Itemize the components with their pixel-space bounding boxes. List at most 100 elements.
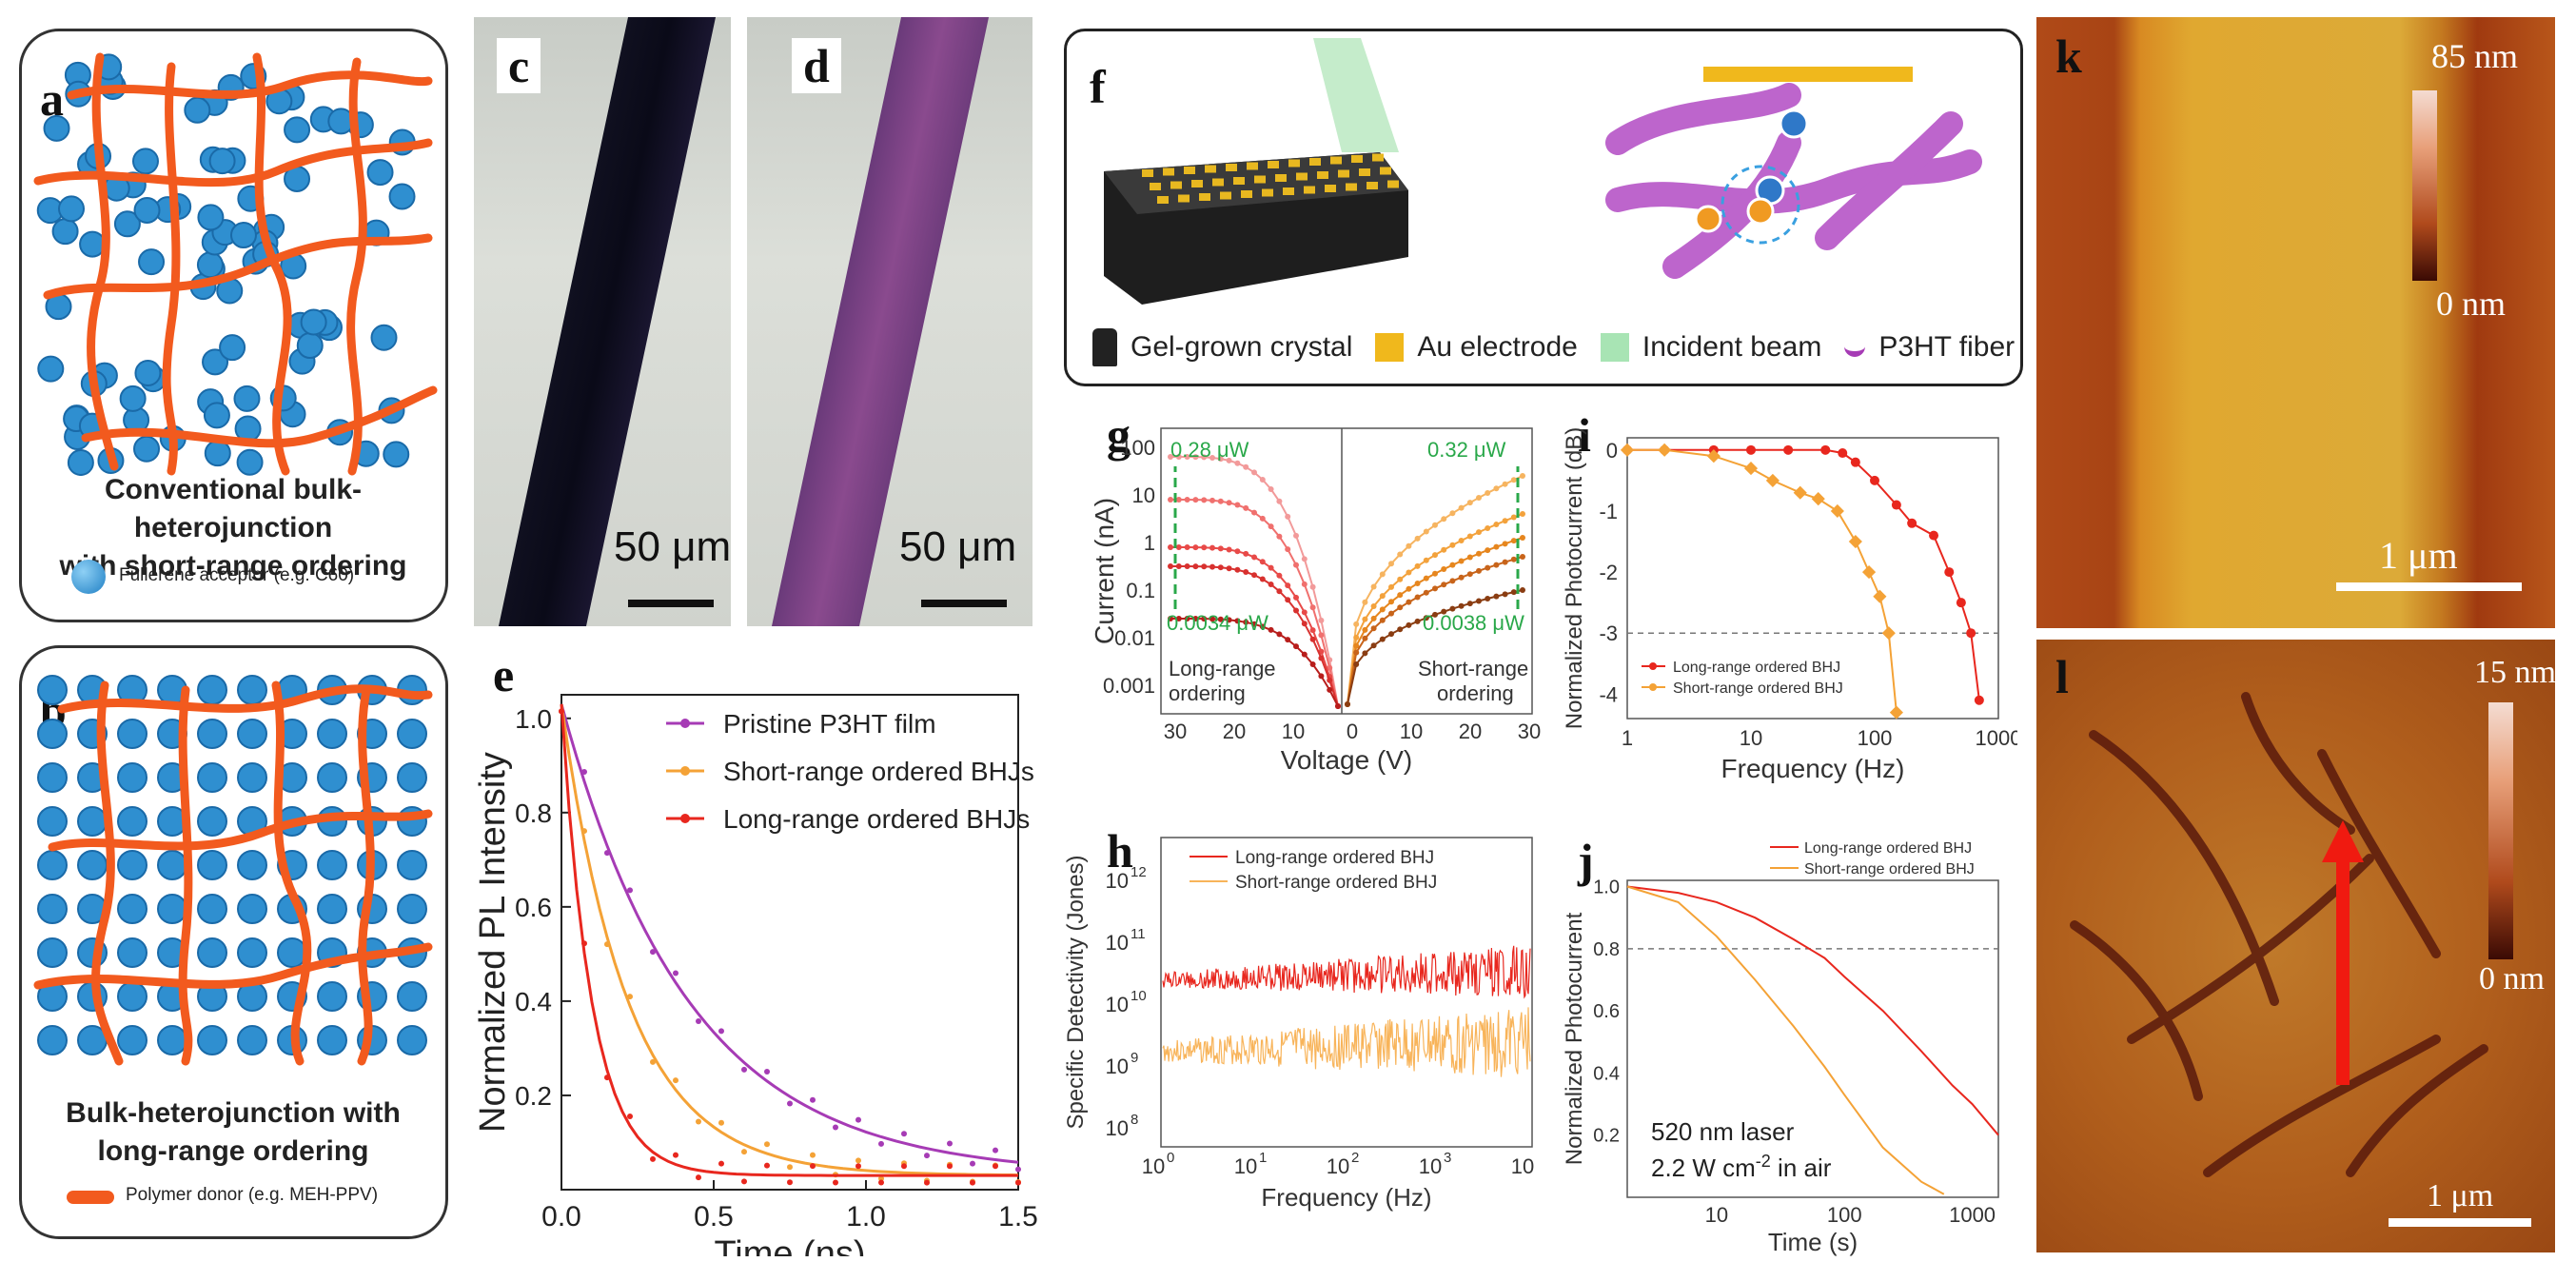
- panel-d-scale-text: 50 μm: [899, 523, 1017, 570]
- chart-e-point: [924, 1153, 930, 1159]
- chart-g-ann-long2: ordering: [1169, 681, 1246, 705]
- fullerene-ball: [317, 894, 347, 924]
- chart-e-point: [650, 1155, 656, 1162]
- chart-i-ytick-label: -4: [1599, 682, 1618, 706]
- chart-h-line-0: [1162, 945, 1531, 999]
- chart-h-xtick-exp: 0: [1167, 1150, 1174, 1166]
- chart-e-point: [1015, 1166, 1021, 1173]
- au-electrode-pad: [1205, 165, 1216, 173]
- chart-e-point: [696, 1017, 701, 1024]
- panel-g-label: g: [1107, 408, 1131, 462]
- fullerene-ball: [237, 762, 267, 793]
- chart-e-point: [810, 1096, 816, 1103]
- chart-i-xlabel: Frequency (Hz): [1721, 754, 1905, 783]
- fullerene-ball: [131, 148, 159, 175]
- fullerene-ball: [119, 385, 147, 412]
- legend-au-electrode: Au electrode: [1417, 331, 1578, 363]
- fullerene-ball: [37, 850, 68, 880]
- fullerene-ball: [77, 850, 108, 880]
- panel-l-scale-text: 1 μm: [2427, 1178, 2494, 1213]
- au-electrode-pad: [1142, 169, 1153, 177]
- panel-c-scalebar: [628, 600, 714, 607]
- chart-g-xtick-label: 30: [1518, 720, 1541, 743]
- chart-h-legend-text-0: Long-range ordered BHJ: [1235, 848, 1434, 868]
- chart-i-legend-text-1: Short-range ordered BHJ: [1673, 680, 1843, 697]
- fullerene-ball: [134, 359, 162, 386]
- chart-j-legend-text-1: Short-range ordered BHJ: [1804, 861, 1975, 877]
- chart-e-point: [718, 1028, 724, 1035]
- panel-l-scalebar: [2389, 1218, 2531, 1227]
- panel-l-bar-max: 15 nm: [2474, 655, 2556, 690]
- chart-g-ytick-label: 0.01: [1114, 626, 1155, 650]
- fullerene-ball: [51, 218, 79, 246]
- chart-g-ann-bottom-left: 0.0034 μW: [1167, 611, 1268, 635]
- au-electrode-pad: [1275, 174, 1287, 182]
- polymer-legend-text: Polymer donor (e.g. MEH-PPV): [126, 1185, 379, 1205]
- panel-a-caption: Conventional bulk-heterojunction with sh…: [29, 471, 438, 585]
- chart-i-xtick-label: 100: [1858, 726, 1893, 750]
- chart-e-xlabel: Time (ns): [714, 1234, 865, 1256]
- chart-e-point: [581, 768, 587, 775]
- chart-j-ytick-label: 1.0: [1593, 877, 1620, 898]
- chart-e-point: [718, 1160, 724, 1167]
- chart-j-line-1: [1626, 885, 1945, 1195]
- au-electrode-pad: [1325, 185, 1336, 192]
- panel-k-bar-max: 85 nm: [2431, 37, 2519, 75]
- chart-i-xtick-label: 10: [1740, 726, 1762, 750]
- chart-h-xtick-label: 10: [1234, 1154, 1257, 1178]
- fullerene-ball: [157, 850, 187, 880]
- fullerene-ball: [397, 1025, 427, 1055]
- chart-e-point: [878, 1175, 884, 1182]
- chart-i-xtick-label: 1000: [1976, 726, 2017, 750]
- chart-h-ytick-label: 10: [1106, 931, 1129, 955]
- au-electrode-pad: [1199, 193, 1210, 201]
- chart-g-ytick-label: 100: [1120, 436, 1155, 460]
- chart-e-point: [970, 1179, 975, 1186]
- chart-e-point: [787, 1100, 793, 1107]
- chart-e-point: [855, 1163, 861, 1170]
- fullerene-ball: [117, 981, 147, 1012]
- fullerene-ball: [237, 1025, 267, 1055]
- fullerene-ball: [197, 1025, 227, 1055]
- fullerene-ball: [237, 937, 267, 968]
- au-electrode-icon: [1375, 333, 1405, 362]
- chart-e-point: [833, 1124, 838, 1131]
- fullerene-ball: [397, 762, 427, 793]
- chart-e-point: [604, 850, 610, 857]
- chart-e-point: [673, 1077, 678, 1084]
- chart-i: 0 -1 -2 -3 -41 10 100 1000 Frequency (Hz) Normali…: [1562, 427, 2017, 783]
- fullerene-ball: [317, 1025, 347, 1055]
- fullerene-legend-icon: [71, 560, 106, 594]
- chart-e-point: [993, 1163, 998, 1170]
- legend-gel-crystal: Gel-grown crystal: [1131, 331, 1353, 363]
- panel-l-fibers: [2070, 692, 2488, 1177]
- panel-l-bar-min: 0 nm: [2479, 961, 2545, 996]
- au-electrode-pad: [1387, 180, 1399, 188]
- chart-j-xlabel: Time (s): [1768, 1228, 1858, 1256]
- chart-e-point: [673, 1152, 678, 1158]
- chart-g-right-line-1: [1347, 513, 1524, 705]
- chart-e-point: [604, 941, 610, 948]
- panel-h-label: h: [1107, 824, 1133, 877]
- chart-i-legend-marker-1: [1649, 683, 1657, 691]
- chart-h-xtick-label: 10: [1142, 1154, 1165, 1178]
- chart-e-point: [650, 1058, 656, 1065]
- fullerene-ball: [197, 806, 227, 837]
- chart-e-point: [650, 949, 656, 956]
- chart-j-ytick-label: 0.4: [1593, 1063, 1620, 1084]
- chart-e-point: [764, 1162, 770, 1169]
- chart-h-ytick-exp: 12: [1131, 864, 1147, 880]
- chart-e-point: [947, 1140, 953, 1147]
- au-electrode-pad: [1304, 186, 1315, 194]
- fullerene-ball: [117, 762, 147, 793]
- chart-h-ytick-exp: 8: [1131, 1112, 1138, 1128]
- fullerene-ball: [370, 324, 398, 351]
- fullerene-ball: [204, 440, 231, 467]
- fullerene-ball: [237, 850, 267, 880]
- chart-e-point: [627, 994, 633, 1000]
- panel-b-caption-line2: long-range ordering: [97, 1135, 369, 1167]
- chart-e-point: [741, 1149, 747, 1155]
- chart-g-left-line-1: [1170, 499, 1339, 707]
- chart-g-ann-bottom-right: 0.0038 μW: [1423, 611, 1524, 635]
